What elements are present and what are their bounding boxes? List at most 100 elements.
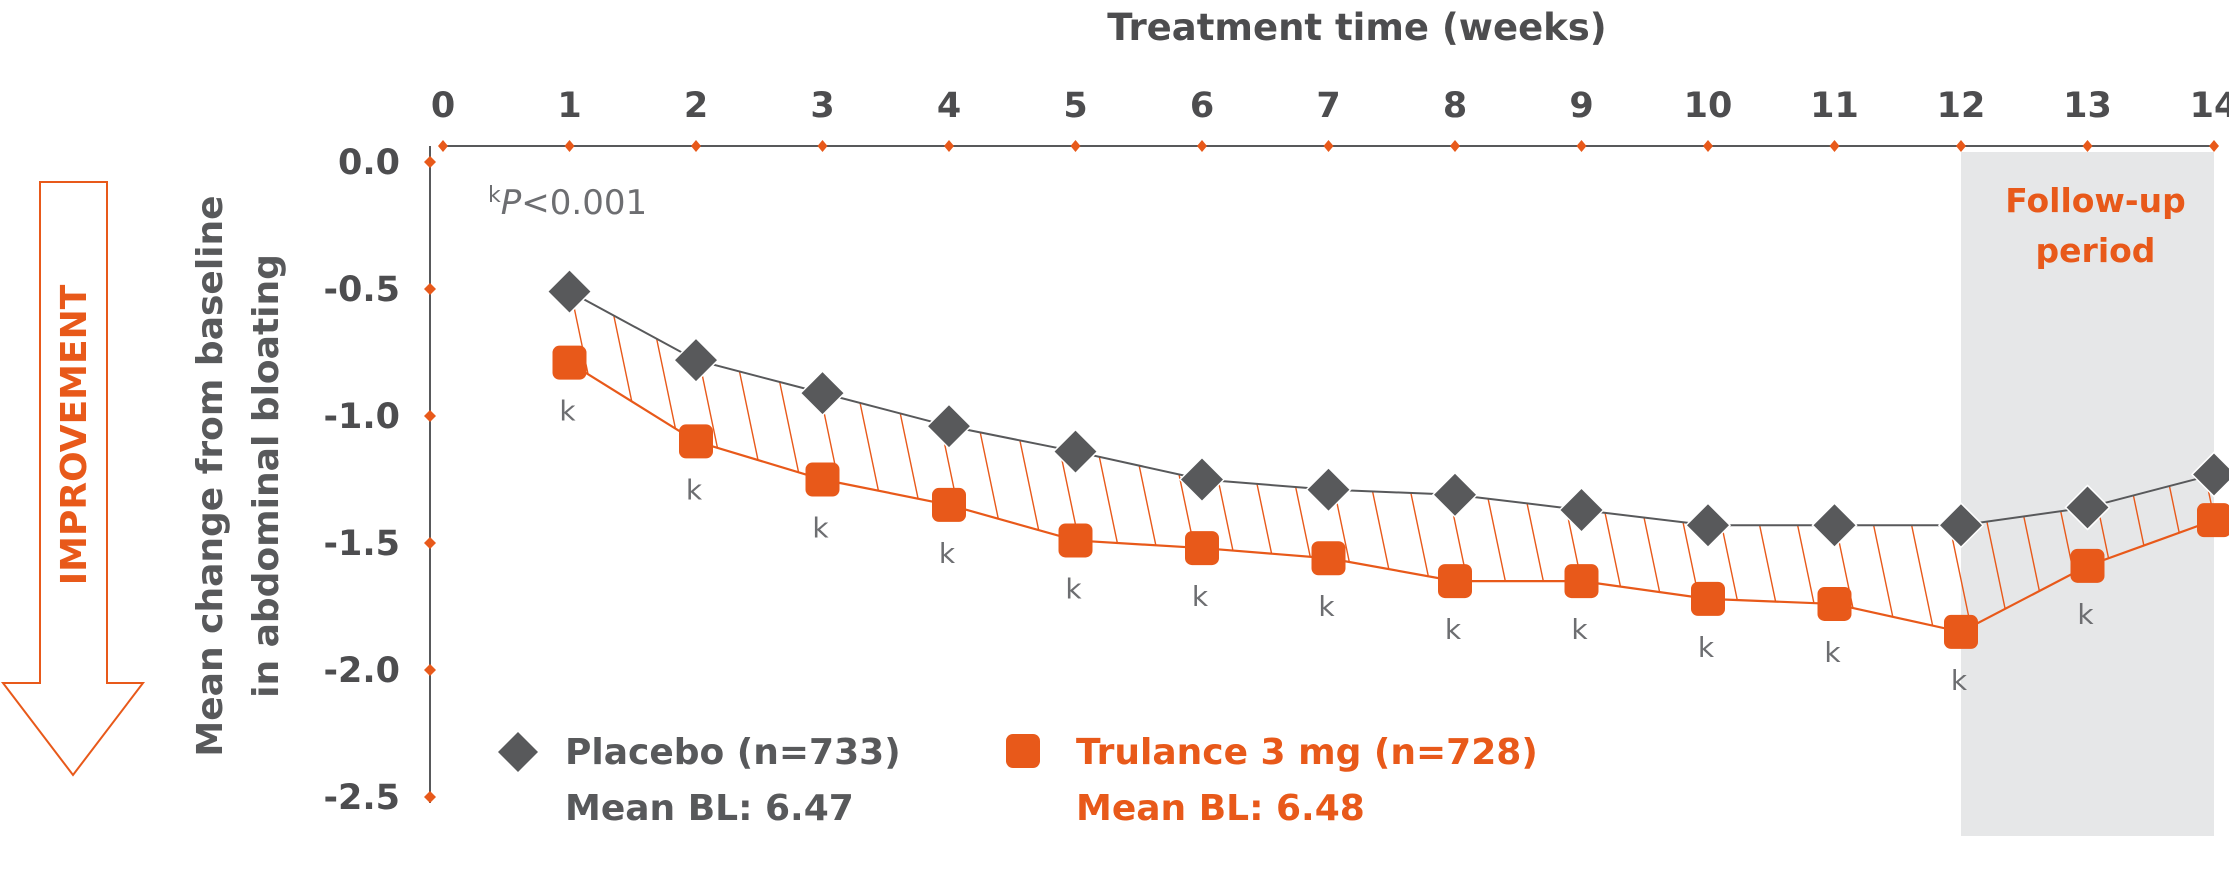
y-tick-label: -1.0: [323, 397, 400, 437]
placebo-point: [546, 268, 593, 315]
y-tick-mark: [424, 537, 436, 549]
significance-note-value: <0.001: [521, 183, 647, 223]
hatch-line: [1471, 291, 1565, 632]
x-tick-mark: [1703, 140, 1713, 152]
legend-placebo-baseline: Mean BL: 6.47: [565, 788, 854, 829]
x-axis-title: Treatment time (weeks): [1107, 6, 1606, 49]
hatch-line: [977, 291, 1071, 632]
placebo-point: [1558, 486, 1605, 534]
x-tick-label: 10: [1684, 86, 1733, 126]
x-tick-label: 0: [431, 86, 455, 126]
y-tick-mark: [424, 410, 436, 422]
x-tick-mark: [2082, 140, 2093, 152]
x-tick-mark: [1450, 140, 1460, 152]
placebo-point: [799, 370, 846, 417]
trulance-point: [1691, 581, 1725, 616]
significance-marker: k: [939, 537, 956, 570]
hatch-line: [0, 240, 6, 680]
improvement-label: IMPROVEMENT: [54, 284, 95, 585]
trulance-point: [679, 424, 713, 459]
placebo-point: [1684, 502, 1732, 549]
hatch-line: [597, 291, 691, 632]
y-tick-mark: [424, 791, 436, 803]
hatch-line: [749, 291, 843, 632]
placebo-point: [1811, 502, 1858, 549]
legend-trulance-baseline: Mean BL: 6.48: [1076, 788, 1365, 829]
legend: Placebo (n=733) Mean BL: 6.47 Trulance 3…: [498, 732, 1538, 829]
followup-label-line1: Follow-up: [2005, 181, 2185, 220]
hatch-line: [1091, 291, 1185, 632]
trulance-point: [552, 345, 587, 380]
x-axis-ticks: 0 1 2 3 4 5 6 7 8 9 10 11 12 13 14: [431, 86, 2229, 152]
significance-marker: k: [812, 512, 829, 545]
trulance-point: [1944, 614, 1978, 649]
placebo-point: [1178, 456, 1226, 503]
trulance-point: [1564, 564, 1599, 599]
placebo-point: [925, 403, 973, 450]
y-tick-label: -2.5: [323, 778, 400, 818]
x-tick-label: 13: [2063, 86, 2112, 126]
x-tick-mark: [817, 140, 828, 152]
hatch-line: [1395, 291, 1489, 632]
x-tick-label: 9: [1569, 86, 1593, 126]
x-tick-mark: [1070, 140, 1081, 152]
hatch-line: [408, 240, 500, 680]
x-tick-label: 2: [684, 86, 708, 126]
hatch-line: [1357, 291, 1451, 632]
y-axis-title: Mean change from baseline in abdominal b…: [190, 195, 287, 756]
hatch-line: [939, 291, 1033, 632]
trulance-point: [2070, 548, 2105, 583]
trulance-point: [1058, 523, 1093, 558]
placebo-point: [1305, 466, 1352, 513]
significance-note-p: P: [501, 183, 522, 223]
x-tick-label: 3: [810, 86, 834, 126]
x-tick-label: 11: [1810, 86, 1859, 126]
placebo-point: [672, 337, 720, 384]
legend-placebo-label: Placebo (n=733): [565, 732, 901, 773]
hatch-line: [446, 240, 538, 680]
y-tick-mark: [424, 664, 436, 676]
x-tick-mark: [2209, 140, 2219, 152]
x-tick-mark: [564, 140, 575, 152]
significance-marker: k: [1571, 613, 1588, 646]
y-tick-label: -2.0: [323, 651, 400, 691]
series-markers: [546, 268, 2229, 649]
x-tick-label: 5: [1063, 86, 1087, 126]
legend-placebo-marker: [498, 732, 538, 772]
hatch-line: [787, 291, 881, 632]
hatch-line: [1585, 291, 1679, 632]
followup-label-line2: period: [2036, 231, 2156, 270]
y-tick-mark: [424, 283, 436, 295]
hatch-line: [1509, 291, 1603, 632]
significance-note-marker: k: [488, 183, 501, 208]
significance-marker: k: [1318, 590, 1335, 623]
hatch-line: [673, 291, 767, 632]
trulance-point: [1817, 586, 1852, 621]
y-tick-label: -1.5: [323, 524, 400, 564]
y-tick-label: 0.0: [338, 143, 400, 183]
significance-marker: k: [1824, 636, 1841, 669]
significance-note: kP<0.001: [488, 183, 647, 224]
significance-marker: k: [559, 395, 576, 428]
x-tick-label: 14: [2190, 86, 2229, 126]
trulance-point: [805, 462, 840, 497]
significance-markers: k k k k k k k k k k k k k: [559, 395, 2094, 697]
y-axis-ticks: 0.0 -0.5 -1.0 -1.5 -2.0 -2.5: [323, 143, 436, 818]
x-tick-label: 12: [1937, 86, 1986, 126]
x-tick-label: 7: [1316, 86, 1340, 126]
significance-marker: k: [1698, 631, 1715, 664]
x-tick-mark: [1956, 140, 1966, 152]
x-tick-mark: [1576, 140, 1587, 152]
significance-marker: k: [686, 473, 703, 506]
placebo-point: [1052, 428, 1099, 475]
hatch-line: [1167, 291, 1261, 632]
x-tick-label: 6: [1190, 86, 1214, 126]
x-tick-mark: [1323, 140, 1334, 152]
significance-marker: k: [1951, 664, 1968, 697]
hatch-line: [1851, 291, 1945, 632]
x-tick-mark: [1197, 140, 1207, 152]
hatch-line: [1129, 291, 1223, 632]
x-tick-mark: [944, 140, 954, 152]
x-tick-label: 8: [1443, 86, 1467, 126]
